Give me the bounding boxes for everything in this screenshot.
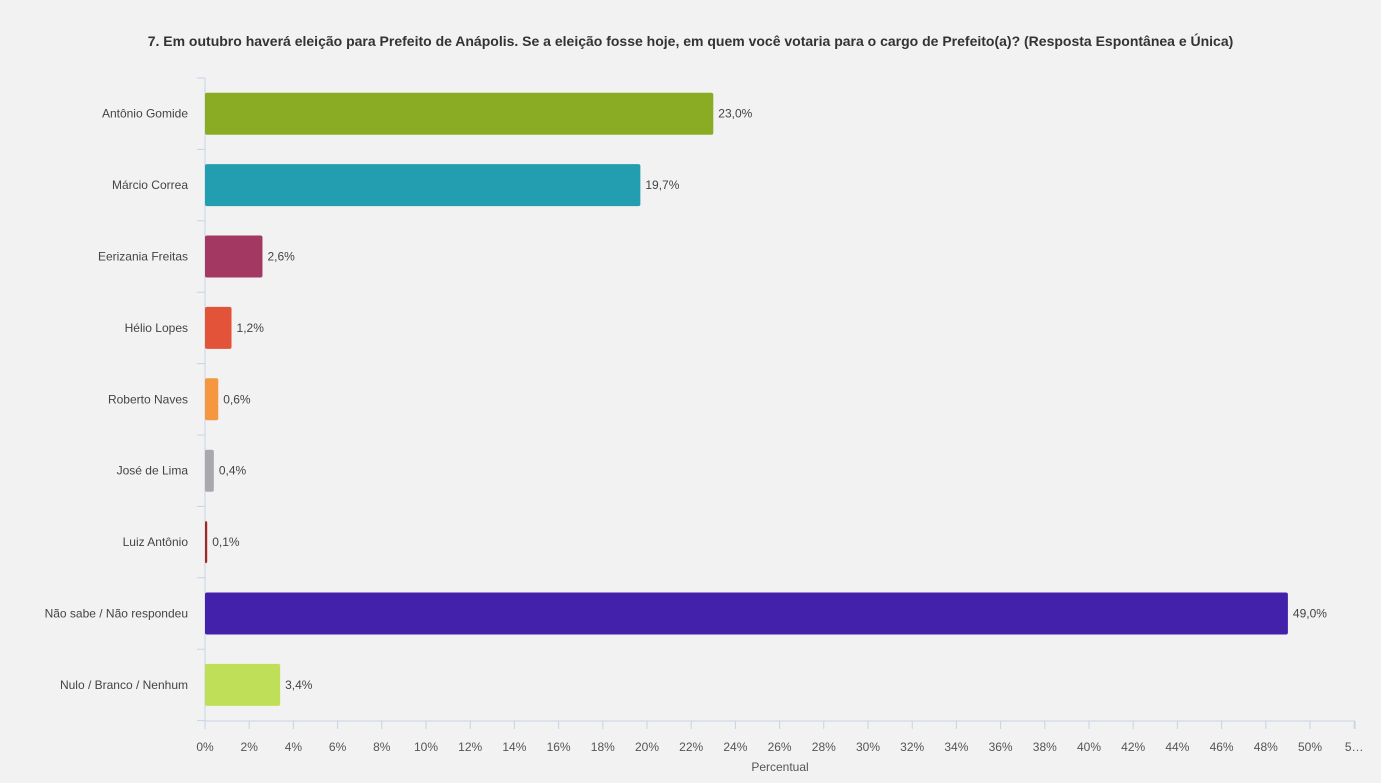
x-tick-label: 26%	[768, 740, 792, 754]
bar	[205, 592, 1288, 635]
x-tick-label: 4%	[285, 740, 303, 754]
x-tick-label: 14%	[502, 740, 526, 754]
x-tick-label: 40%	[1077, 740, 1101, 754]
value-label: 1,2%	[237, 321, 265, 335]
bar	[205, 663, 281, 706]
x-tick-label: 16%	[547, 740, 571, 754]
value-label: 3,4%	[285, 678, 313, 692]
value-label: 0,1%	[212, 535, 240, 549]
value-label: 19,7%	[645, 178, 679, 192]
bar	[205, 235, 263, 278]
bar	[205, 164, 641, 207]
x-tick-label: 50%	[1298, 740, 1322, 754]
x-tick-label: 36%	[989, 740, 1013, 754]
category-label: Roberto Naves	[108, 392, 188, 406]
bar	[205, 449, 214, 492]
category-label: Luiz Antônio	[123, 535, 189, 549]
x-axis-title: Percentual	[751, 760, 808, 774]
x-tick-label: 10%	[414, 740, 438, 754]
x-tick-label: 8%	[373, 740, 391, 754]
x-tick-label: 34%	[944, 740, 968, 754]
x-tick-label: 6%	[329, 740, 347, 754]
x-tick-label: 30%	[856, 740, 880, 754]
category-label: Não sabe / Não respondeu	[45, 607, 188, 621]
x-tick-label: 32%	[900, 740, 924, 754]
value-label: 0,6%	[223, 392, 251, 406]
value-label: 2,6%	[267, 250, 295, 264]
x-tick-label: 2%	[241, 740, 259, 754]
x-tick-label: 24%	[723, 740, 747, 754]
x-tick-label: 28%	[812, 740, 836, 754]
category-label: José de Lima	[117, 464, 189, 478]
x-tick-label: 18%	[591, 740, 615, 754]
bar	[205, 306, 232, 349]
x-tick-label: 44%	[1165, 740, 1189, 754]
x-tick-label: 48%	[1254, 740, 1278, 754]
x-tick-label: 46%	[1210, 740, 1234, 754]
x-tick-label: 38%	[1033, 740, 1057, 754]
value-label: 23,0%	[718, 107, 752, 121]
x-tick-label: 42%	[1121, 740, 1145, 754]
chart-title: 7. Em outubro haverá eleição para Prefei…	[147, 33, 1234, 49]
value-label: 49,0%	[1293, 607, 1327, 621]
x-tick-label: 0%	[196, 740, 214, 754]
value-label: 0,4%	[219, 464, 247, 478]
x-tick-label: 20%	[635, 740, 659, 754]
bar	[205, 92, 714, 135]
category-label: Antônio Gomide	[102, 107, 188, 121]
x-tick-label: 22%	[679, 740, 703, 754]
category-label: Eerizania Freitas	[98, 250, 188, 264]
category-label: Hélio Lopes	[125, 321, 188, 335]
category-label: Márcio Correa	[112, 178, 188, 192]
bar	[205, 521, 208, 564]
category-label: Nulo / Branco / Nenhum	[60, 678, 188, 692]
bar	[205, 378, 219, 421]
x-tick-label: 5…	[1345, 740, 1364, 754]
x-tick-label: 12%	[458, 740, 482, 754]
